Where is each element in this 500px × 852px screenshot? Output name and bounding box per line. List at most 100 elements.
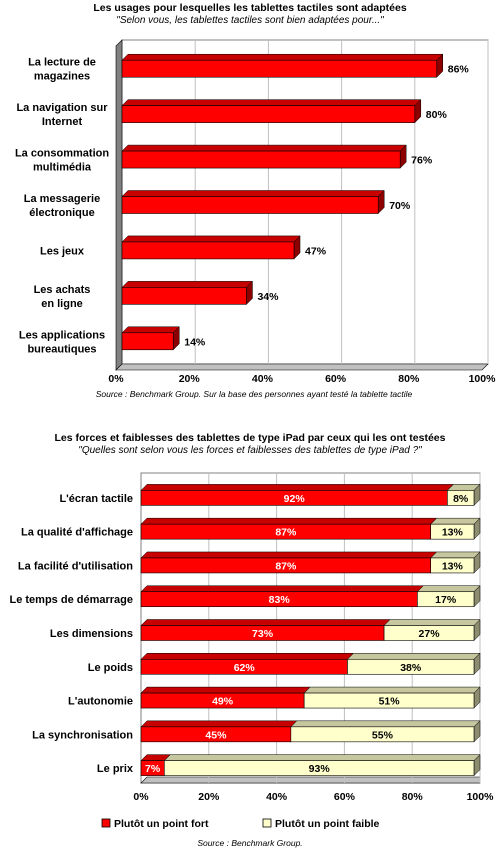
- chart2-data-label-weakness: 51%: [379, 696, 401, 708]
- chart2-bar-weakness: [447, 490, 475, 506]
- chart2-bar-strength-top: [140, 720, 298, 728]
- chart1-category-label: bureautiques: [27, 343, 96, 355]
- chart2-x-tick-label: 60%: [334, 791, 356, 803]
- chart1-bar: [121, 332, 174, 351]
- chart2-category-label: Le poids: [88, 662, 133, 674]
- chart2-plot: 0% 20% 40% 60% 80% 100% L'écran tactile 92% 8% La…: [10, 472, 495, 803]
- chart2-bar-weakness: [164, 760, 475, 776]
- chart2-bar-weakness: [290, 726, 475, 743]
- chart2-floor: [140, 776, 481, 784]
- chart2-bar-weakness-top: [346, 653, 481, 660]
- chart1-category-label: Les applications: [19, 329, 105, 341]
- chart2-bar-weakness-top: [416, 585, 481, 592]
- chart2-data-label-weakness: 27%: [419, 628, 441, 640]
- chart2-category-label: La facilité d'utilisation: [18, 560, 133, 572]
- chart2-bar-weakness: [383, 625, 475, 641]
- chart2-data-label-strength: 92%: [284, 493, 306, 505]
- chart1-x-tick-label: 0%: [108, 373, 124, 385]
- chart2-data-label-strength: 49%: [212, 696, 234, 708]
- chart1-data-label: 70%: [389, 200, 411, 212]
- legend-swatch-weakness: [262, 818, 272, 828]
- chart1-x-tick-label: 20%: [179, 373, 201, 385]
- chart2-bar-weakness-top: [430, 517, 481, 525]
- chart1-bar-top: [121, 144, 407, 152]
- chart2-bar-weakness-top: [290, 720, 481, 728]
- chart2-x-tick-label: 20%: [198, 791, 220, 803]
- chart2-bar-weakness: [417, 591, 475, 608]
- chart1-data-label: 80%: [426, 109, 448, 121]
- chart2-bar-weakness: [303, 692, 475, 709]
- chart1-bar-top: [121, 326, 180, 334]
- chart1-x-tick-label: 40%: [252, 373, 274, 385]
- chart2-data-label-strength: 87%: [275, 527, 297, 539]
- chart1-floor: [115, 363, 489, 371]
- chart1-bar: [121, 196, 379, 214]
- chart2-bar-weakness-top: [383, 619, 481, 626]
- chart1-data-label: 34%: [257, 291, 279, 303]
- chart2-x-tick-label: 80%: [402, 791, 424, 803]
- chart1-title: Les usages pour lesquelles les tablettes…: [93, 2, 407, 14]
- chart2-bar-weakness: [347, 658, 475, 675]
- chart1-category-label: en ligne: [41, 298, 83, 310]
- chart2-data-label-strength: 73%: [252, 628, 274, 640]
- chart2-x-tick-label: 0%: [133, 791, 149, 803]
- chart1-bar: [121, 59, 438, 78]
- chart2-data-label-weakness: 55%: [372, 729, 394, 741]
- chart2-data-label-weakness: 8%: [453, 493, 469, 505]
- chart2-title: Les forces et faiblesses des tablettes d…: [55, 432, 446, 444]
- chart2-bar-strength-top: [140, 484, 454, 491]
- chart2-bar-strength-top: [140, 619, 391, 626]
- chart2-legend: Plutôt un point fort Plutôt un point faib…: [101, 818, 380, 830]
- legend-label-strength: Plutôt un point fort: [114, 818, 209, 830]
- chart2-data-label-strength: 87%: [275, 560, 297, 572]
- chart2-data-label-weakness: 93%: [309, 763, 331, 775]
- chart2-x-tick-label: 40%: [266, 791, 288, 803]
- chart1-category-label: multimédia: [33, 162, 92, 174]
- chart2-data-label-weakness: 13%: [442, 527, 464, 539]
- chart2-category-label: La synchronisation: [32, 729, 133, 741]
- chart2-bar-strength-top: [140, 551, 438, 559]
- chart2-bar-strength-top: [140, 585, 424, 592]
- chart2-category-label: Le prix: [97, 763, 134, 775]
- chart2-category-label: Le temps de démarrage: [10, 594, 134, 606]
- chart1-x-tick-label: 100%: [469, 373, 497, 385]
- chart1-category-label: Internet: [42, 116, 83, 128]
- legend-swatch-strength: [101, 818, 111, 828]
- chart2-x-tick-label: 100%: [467, 791, 495, 803]
- chart2-data-label-strength: 45%: [205, 729, 227, 741]
- chart1-data-label: 86%: [448, 64, 470, 76]
- chart2-data-label-weakness: 13%: [442, 560, 464, 572]
- chart2-data-label-weakness: 38%: [400, 662, 422, 674]
- chart1-plot: 0% 20% 40% 60% 80% 100% La lecture de magazines…: [15, 39, 497, 385]
- chart2-bar-weakness: [430, 557, 475, 574]
- chart1-bar-top: [121, 99, 422, 106]
- chart1-bar-top: [121, 190, 385, 197]
- chart1-bar: [121, 105, 416, 123]
- chart2-data-label-strength: 62%: [234, 662, 256, 674]
- chart2-category-label: L'autonomie: [68, 696, 133, 708]
- chart2-bar-strength-top: [140, 653, 355, 660]
- chart1-category-label: magazines: [34, 71, 90, 83]
- chart1-bar-top: [121, 53, 444, 61]
- chart1-category-label: Les jeux: [40, 245, 85, 257]
- chart1-data-label: 14%: [184, 336, 206, 348]
- chart1-bar: [121, 150, 401, 169]
- chart2-data-label-weakness: 17%: [435, 594, 457, 606]
- chart2-bar-strength-top: [140, 686, 311, 694]
- chart1-data-label: 76%: [411, 155, 433, 167]
- chart2-category-label: L'écran tactile: [59, 493, 133, 505]
- chart2-bar-weakness-top: [430, 551, 481, 559]
- chart1-category-label: La navigation sur: [16, 102, 108, 114]
- chart2-data-label-strength: 83%: [269, 594, 291, 606]
- chart1-category-label: électronique: [29, 207, 94, 219]
- chart1-category-label: La lecture de: [28, 57, 96, 69]
- chart2-source: Source : Benchmark Group.: [197, 838, 302, 848]
- chart1-left-wall: [115, 39, 123, 371]
- chart1-category-label: Les achats: [34, 284, 91, 296]
- chart2-data-label-strength: 7%: [145, 763, 161, 775]
- chart1-bar-top: [121, 235, 301, 243]
- chart1-source: Source : Benchmark Group. Sur la base de…: [96, 389, 413, 399]
- chart1-bar: [121, 241, 295, 260]
- chart2-category-label: Les dimensions: [50, 628, 133, 640]
